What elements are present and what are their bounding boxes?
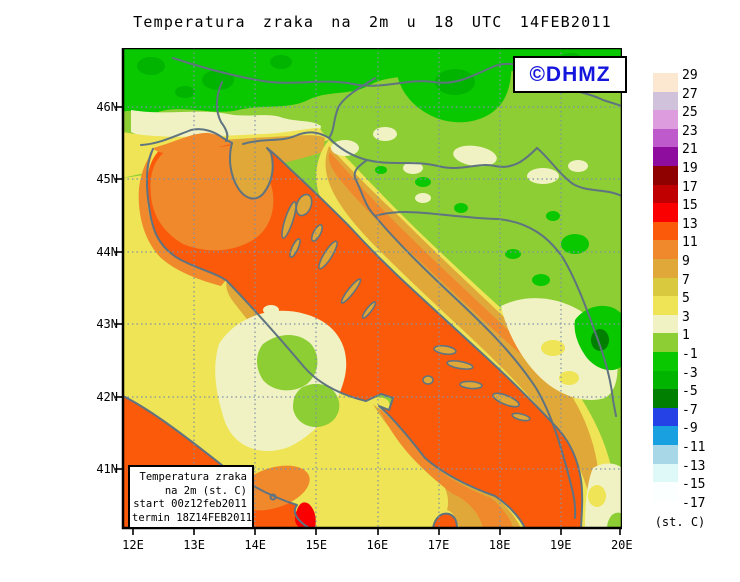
legend-level-label: 7 [682,272,690,288]
legend-swatch-7 [653,277,678,297]
legend-level-label: -11 [682,440,706,455]
color-scale [653,73,678,503]
legend-level-label: 5 [682,291,690,307]
legend-swatch-29 [653,73,678,92]
longitude-axis: 12E 13E 14E 15E 16E 17E 18E 19E 20E [122,538,632,554]
info-line-1: Temperatura zraka [139,471,247,483]
color-scale-unit: (st. C) [654,515,706,529]
field-layers [123,48,622,528]
legend-level-label: 21 [682,142,698,158]
info-line-2: na 2m (st. C) [164,484,247,497]
legend-level-label: 15 [682,198,698,214]
legend-swatch-11 [653,240,678,259]
info-line-4: termin 18Z14FEB2011 [132,511,253,524]
legend-level-label: -5 [682,384,698,400]
legend-swatch-5 [653,296,678,315]
legend-swatch-17 [653,184,678,204]
legend-level-label: -13 [682,458,706,474]
legend-swatch--5 [653,389,678,408]
legend-level-label: 11 [682,235,698,251]
latitude-axis: 46N 45N 44N 43N 42N 41N [90,48,120,528]
lon-tick-label: 17E [427,538,450,552]
legend-swatch-21 [653,147,678,166]
legend-swatch-27 [653,91,678,111]
lon-tick-label: 19E [549,538,572,552]
map-frame [115,48,622,535]
legend-level-label: 23 [682,123,698,139]
legend-level-label: 27 [682,86,698,102]
legend-swatch-13 [653,221,678,241]
lon-tick-label: 18E [488,538,511,552]
legend-level-label: 19 [682,161,698,176]
lon-tick-label: 16E [366,538,389,552]
legend-swatch-9 [653,259,678,278]
legend-level-label: -9 [682,421,698,437]
lat-tick-label: 42N [96,389,118,404]
dhmz-logo-text: ©DHMZ [529,62,611,86]
legend-swatch-1 [653,333,678,352]
legend-swatch-3 [653,314,678,334]
legend-level-label: 1 [682,328,690,344]
legend-swatch--7 [653,407,678,427]
legend-level-label: 13 [682,216,698,232]
legend-level-label: 3 [682,309,690,325]
lat-tick-label: 41N [96,462,118,476]
legend-level-label: -3 [682,365,698,381]
page-title: Temperatura zraka na 2m u 18 UTC 14FEB20… [133,13,612,31]
lat-tick-label: 43N [96,317,118,332]
lon-tick-label: 20E [610,538,633,552]
legend-swatch--9 [653,426,678,445]
lon-tick-label: 12E [122,538,144,552]
lon-tick-label: 13E [183,538,205,552]
legend-swatch--15 [653,482,678,501]
legend-swatch-15 [653,203,678,222]
legend-level-label: -15 [682,477,706,493]
legend-swatch--3 [653,370,678,390]
legend-swatch-25 [653,110,678,129]
legend-level-label: 29 [682,68,698,83]
legend-level-label: 25 [682,105,698,121]
color-scale-labels: 29 27 25 23 21 19 17 15 13 11 9 7 5 3 1 -1 -3 -5 -7 -9 -11 -1… [682,69,718,518]
run-info-box: Temperatura zraka na 2m (st. C) start 00… [128,465,254,529]
islands [281,193,531,422]
lon-tick-label: 14E [244,538,267,552]
lat-tick-label: 45N [96,172,118,187]
dhmz-logo: ©DHMZ [513,56,627,93]
lat-tick-label: 44N [96,244,118,259]
legend-swatch--1 [653,352,678,371]
lon-tick-label: 15E [305,538,328,552]
legend-level-label: -17 [682,495,706,511]
legend-level-label: 9 [682,254,690,269]
graticule [123,48,622,528]
axis-ticks [115,106,621,535]
legend-level-label: -1 [682,347,698,362]
legend-swatch-19 [653,166,678,185]
lat-tick-label: 46N [96,100,118,114]
legend-level-label: 17 [682,179,698,195]
legend-swatch--11 [653,445,678,464]
info-line-3: start 00z12feb2011 [133,498,247,510]
legend-swatch--13 [653,463,678,483]
legend-level-label: -7 [682,402,698,418]
legend-swatch-23 [653,128,678,148]
